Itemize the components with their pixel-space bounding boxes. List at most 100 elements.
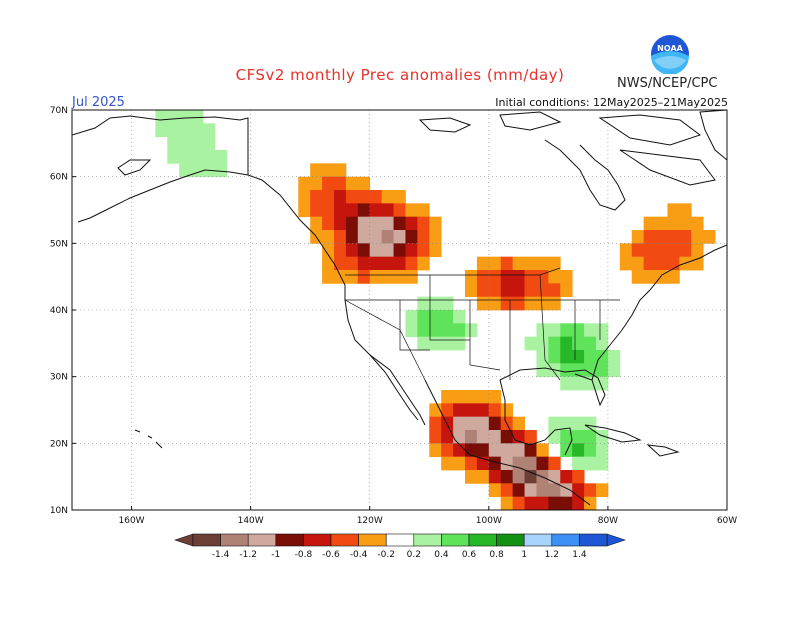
lon-label: 140W (238, 516, 264, 526)
lon-label: 80W (598, 516, 618, 526)
anomaly-cell (596, 443, 609, 458)
anomaly-cell (441, 416, 454, 431)
anomaly-cell (167, 110, 180, 124)
anomaly-cell (500, 283, 514, 298)
anomaly-cell (381, 203, 394, 218)
anomaly-cell (417, 256, 430, 271)
anomaly-cell (465, 390, 478, 404)
anomaly-cell (500, 496, 514, 510)
colorbar-label: -0.2 (377, 550, 395, 560)
anomaly-cell (536, 496, 549, 510)
anomaly-cell (334, 190, 347, 204)
anomaly-cell (429, 243, 442, 258)
anomaly-cell (214, 163, 228, 178)
anomaly-cell (441, 443, 454, 458)
anomaly-cell (488, 256, 502, 271)
anomaly-cell (536, 336, 549, 351)
anomaly-cell (476, 256, 490, 271)
anomaly-cell (417, 203, 430, 218)
anomaly-cell (453, 390, 466, 404)
lon-label: 120W (357, 516, 383, 526)
anomaly-cell (679, 203, 692, 218)
anomaly-cell (334, 176, 347, 191)
anomaly-cell (691, 230, 704, 244)
anomaly-cell (417, 336, 430, 351)
anomaly-cell (405, 243, 418, 258)
anomaly-cell (322, 256, 335, 271)
anomaly-cell (560, 416, 573, 431)
anomaly-cell (476, 443, 490, 458)
anomaly-cell (572, 336, 585, 351)
colorbar-swatch (247, 533, 277, 547)
anomaly-cell (643, 270, 656, 284)
colorbar-swatch (275, 533, 304, 547)
anomaly-cell (465, 323, 478, 338)
anomaly-cell (465, 470, 478, 484)
anomaly-cell (345, 203, 359, 218)
anomaly-cell (703, 230, 716, 244)
anomaly-cell (560, 496, 573, 510)
anomaly-cell (536, 296, 549, 311)
anomaly-cell (512, 270, 525, 284)
anomaly-cell (476, 470, 490, 484)
anomaly-cell (465, 456, 478, 471)
anomaly-cell (488, 456, 502, 471)
anomaly-cell (560, 430, 573, 444)
anomaly-cell (500, 296, 514, 311)
colorbar: -1.4 -1.2 -1 -0.8 -0.6 -0.4 -0.2 0.2 0.4 0.6 0.8 1 1… (174, 533, 626, 560)
anomaly-cell (512, 416, 525, 431)
anomaly-cell (476, 283, 490, 298)
anomaly-cell (619, 256, 633, 271)
anomaly-cell (429, 336, 442, 351)
anomaly-cell (512, 496, 525, 510)
anomaly-cell (536, 363, 549, 378)
anomaly-cell (488, 443, 502, 458)
anomaly-cell (191, 163, 204, 178)
state-borders (344, 267, 620, 381)
anomaly-cell (536, 283, 549, 298)
lon-label: 160W (119, 516, 145, 526)
anomaly-cell (667, 230, 680, 244)
anomaly-cell (500, 270, 514, 284)
anomaly-cell (334, 243, 347, 258)
anomaly-cell (476, 403, 490, 418)
anomaly-cell (322, 243, 335, 258)
colorbar-swatch (413, 533, 442, 547)
anomaly-cell (488, 470, 502, 484)
anomaly-cell (441, 390, 454, 404)
anomaly-cell (560, 350, 573, 364)
anomaly-cell (203, 123, 216, 138)
anomaly-cell (453, 310, 466, 324)
anomaly-cell (572, 430, 585, 444)
anomaly-cell (357, 176, 371, 191)
anomaly-cell (560, 336, 573, 351)
anomaly-cell (155, 123, 168, 138)
anomaly-cell (465, 283, 478, 298)
anomaly-cell (667, 270, 680, 284)
anomaly-cell (548, 496, 561, 510)
anomaly-cell (584, 336, 597, 351)
lat-label: 60N (50, 173, 68, 183)
anomaly-cell (310, 190, 323, 204)
anomaly-cell (453, 323, 466, 338)
anomaly-cell (560, 323, 573, 338)
anomaly-cell (393, 243, 406, 258)
anomaly-cell (429, 323, 442, 338)
anomaly-cell (310, 176, 323, 191)
anomaly-cell (417, 216, 430, 231)
anomaly-cell (405, 216, 418, 231)
initial-conditions: Initial conditions: 12May2025–21May2025 (495, 96, 728, 109)
anomaly-cell (476, 416, 490, 431)
anomaly-cell (679, 216, 692, 231)
anomaly-cell (369, 270, 383, 284)
anomaly-cell (500, 470, 514, 484)
anomaly-cell (584, 456, 597, 471)
logo-text: NOAA (657, 44, 683, 53)
colorbar-label: -1.2 (239, 550, 257, 560)
anomaly-cell (596, 483, 609, 498)
anomaly-cell (572, 443, 585, 458)
anomaly-cell (548, 336, 561, 351)
anomaly-cell (203, 136, 216, 151)
anomaly-cell (191, 123, 204, 138)
anomaly-cell (429, 216, 442, 231)
